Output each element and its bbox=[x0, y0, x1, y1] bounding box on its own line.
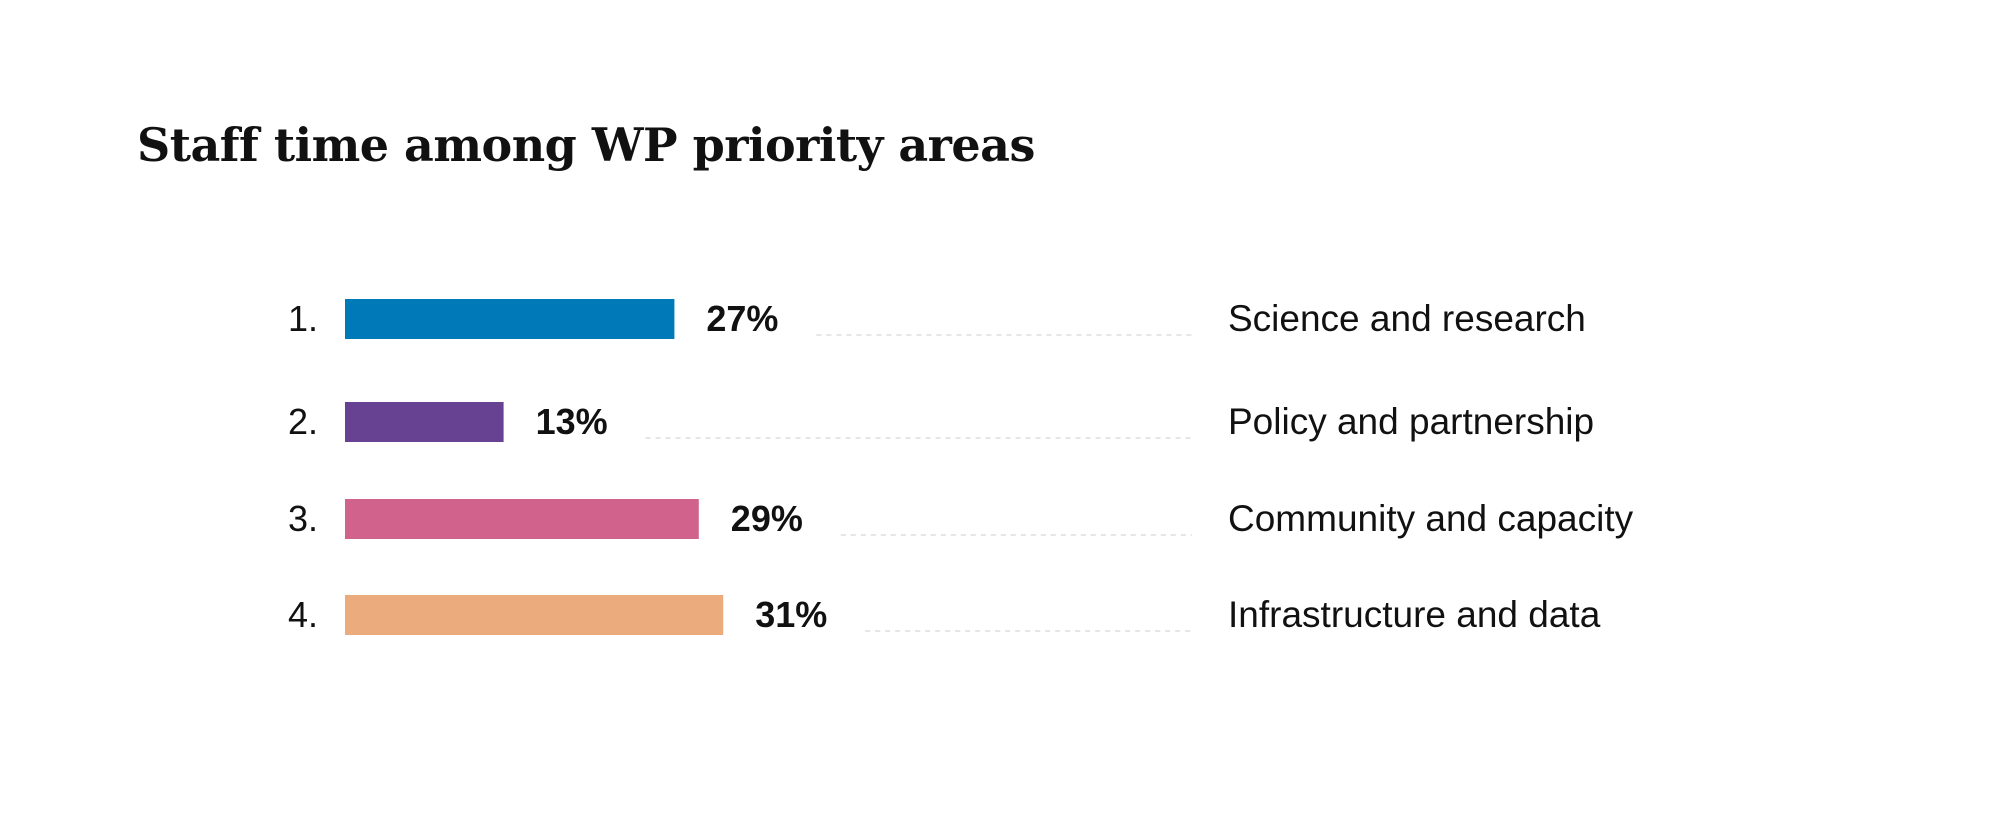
bar-row: 3. 29% Community and capacity bbox=[288, 498, 1634, 539]
bar bbox=[345, 595, 724, 635]
bar-row: 1. 27% Science and research bbox=[288, 298, 1586, 339]
category-label: Policy and partnership bbox=[1228, 401, 1594, 442]
category-label: Infrastructure and data bbox=[1228, 594, 1601, 635]
chart-title: Staff time among WP priority areas bbox=[137, 118, 1035, 172]
bar bbox=[345, 499, 699, 539]
rank-label: 3. bbox=[288, 498, 318, 539]
category-label: Community and capacity bbox=[1228, 498, 1634, 539]
rank-label: 4. bbox=[288, 594, 318, 635]
value-label: 29% bbox=[731, 498, 803, 539]
bar-row: 4. 31% Infrastructure and data bbox=[288, 594, 1601, 635]
value-label: 31% bbox=[755, 594, 827, 635]
value-label: 13% bbox=[536, 401, 608, 442]
bar bbox=[345, 402, 504, 442]
bar-row: 2. 13% Policy and partnership bbox=[288, 401, 1594, 442]
rank-label: 2. bbox=[288, 401, 318, 442]
value-label: 27% bbox=[706, 298, 778, 339]
rank-label: 1. bbox=[288, 298, 318, 339]
category-label: Science and research bbox=[1228, 298, 1586, 339]
bar bbox=[345, 299, 675, 339]
